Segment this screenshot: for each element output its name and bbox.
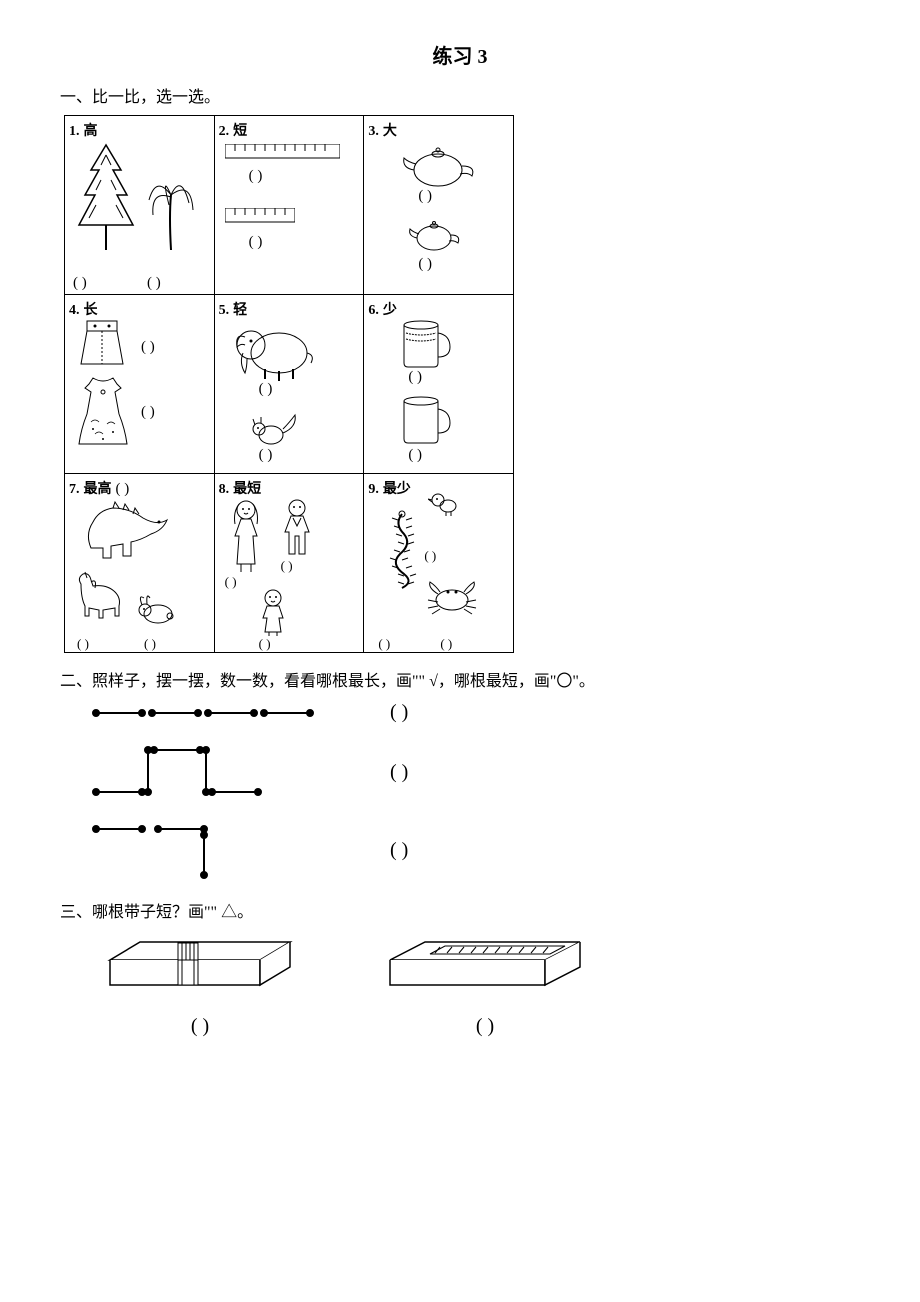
big-teapot-icon xyxy=(398,140,478,190)
willow-tree-icon xyxy=(141,165,201,255)
paren: ( ) xyxy=(249,234,263,251)
paren: ( ) xyxy=(390,701,408,724)
paren: ( ) xyxy=(141,339,155,356)
squirrel-icon xyxy=(247,409,302,449)
q2-row-2: ( ) xyxy=(90,742,860,802)
girl-icon xyxy=(225,498,267,574)
paren: ( ) xyxy=(424,548,436,564)
q2-row-3: ( ) xyxy=(90,820,860,880)
cell-num: 1. xyxy=(69,124,80,139)
paren: ( ) xyxy=(408,447,422,464)
paren: ( ) xyxy=(418,188,432,205)
q1-cell-1: 1. 高 ( ) ( ) xyxy=(65,116,215,295)
q2-row-1: ( ) xyxy=(90,701,860,724)
paren: ( ) xyxy=(281,558,293,574)
cell-word: 轻 xyxy=(233,303,247,318)
paren: ( ) xyxy=(100,1015,300,1038)
cell-word: 高 xyxy=(84,124,98,139)
paren: ( ) xyxy=(259,381,273,398)
q3-container: ( ) ( ) xyxy=(100,930,860,1038)
q1-cell-3: 3. 大 ( ) ( ) xyxy=(364,116,514,295)
cup-full-icon xyxy=(398,319,453,369)
q2-heading: 二、照样子，摆一摆，数一数，看看哪根最长，画"" √，哪根最短，画"〇"。 xyxy=(60,667,860,691)
cell-word: 短 xyxy=(233,124,247,139)
cell-num: 5. xyxy=(219,303,230,318)
q1-cell-4: 4. 长 ( ) ( ) xyxy=(65,295,215,474)
cell-word: 最少 xyxy=(383,482,411,497)
skirt-icon xyxy=(75,319,130,369)
q3-item-2: ( ) xyxy=(380,930,590,1038)
cell-num: 4. xyxy=(69,303,80,318)
paren: ( ) xyxy=(259,447,273,464)
paren: ( ) xyxy=(249,168,263,185)
cell-num: 7. xyxy=(69,482,80,497)
chick-icon xyxy=(428,490,458,516)
dress-icon xyxy=(73,374,133,449)
sticks-line-1-icon xyxy=(90,704,350,722)
centipede-icon xyxy=(382,510,422,590)
long-ruler-icon xyxy=(225,144,340,166)
q1-heading: 一、比一比，选一选。 xyxy=(60,83,860,107)
paren: ( ) xyxy=(418,256,432,273)
paren: ( ) xyxy=(378,636,390,652)
page-title: 练习 3 xyxy=(60,40,860,69)
cup-empty-icon xyxy=(398,395,453,445)
cell-word: 最高 xyxy=(84,482,112,497)
elephant-icon xyxy=(231,319,321,384)
paren: ( ) xyxy=(390,761,408,784)
horse-icon xyxy=(71,570,126,620)
paren: ( ) xyxy=(408,369,422,386)
child-icon xyxy=(253,588,293,638)
cell-num: 6. xyxy=(368,303,379,318)
paren: ( ) xyxy=(144,636,156,652)
cell-num: 3. xyxy=(368,124,379,139)
small-teapot-icon xyxy=(404,214,464,254)
short-ruler-icon xyxy=(225,208,295,230)
paren: ( ) xyxy=(380,1015,590,1038)
cell-word: 少 xyxy=(383,303,397,318)
cell-word: 大 xyxy=(383,124,397,139)
paren: ( ) xyxy=(141,404,155,421)
paren: ( ) xyxy=(225,574,237,590)
pine-tree-icon xyxy=(71,140,141,255)
rabbit-icon xyxy=(134,590,176,626)
q1-cell-2: 2. 短 ( ) ( ) xyxy=(214,116,364,295)
q1-grid: 1. 高 ( ) ( ) xyxy=(64,115,514,653)
cell-num: 9. xyxy=(368,482,379,497)
q1-cell-5: 5. 轻 ( ) xyxy=(214,295,364,474)
cell-word: 最短 xyxy=(233,482,261,497)
dinosaur-icon xyxy=(79,498,174,568)
q2-container: ( ) ( ) ( ) xyxy=(90,701,860,880)
q1-cell-9: 9. 最少 xyxy=(364,474,514,653)
paren: ( ) xyxy=(73,275,87,292)
crab-icon xyxy=(422,578,482,618)
paren: ( ) xyxy=(440,636,452,652)
man-icon xyxy=(277,498,317,560)
q1-cell-7: 7. 最高 ( ) ( xyxy=(65,474,215,653)
cell-num: 2. xyxy=(219,124,230,139)
q3-heading: 三、哪根带子短？画"" △。 xyxy=(60,898,860,922)
q1-cell-8: 8. 最短 ( ) ( ) xyxy=(214,474,364,653)
q3-item-1: ( ) xyxy=(100,930,300,1038)
box-ribbon-1-icon xyxy=(100,930,300,1000)
paren: ( ) xyxy=(77,636,89,652)
paren: ( ) xyxy=(116,481,130,497)
cell-num: 8. xyxy=(219,482,230,497)
paren: ( ) xyxy=(147,275,161,292)
box-ribbon-2-icon xyxy=(380,930,590,1000)
paren: ( ) xyxy=(390,839,408,862)
sticks-line-2-icon xyxy=(90,742,350,802)
sticks-line-3-icon xyxy=(90,820,350,880)
cell-word: 长 xyxy=(84,303,98,318)
paren: ( ) xyxy=(259,636,271,652)
q1-cell-6: 6. 少 ( ) ( ) xyxy=(364,295,514,474)
